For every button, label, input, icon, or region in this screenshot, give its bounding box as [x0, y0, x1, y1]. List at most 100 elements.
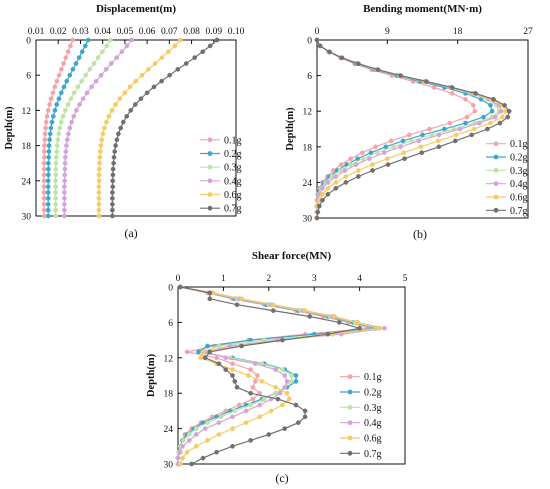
data-point — [338, 168, 343, 173]
data-point — [70, 66, 76, 72]
data-point — [89, 84, 94, 90]
data-point — [41, 213, 47, 219]
y-tick-label: 12 — [164, 354, 174, 364]
data-point — [166, 49, 171, 55]
data-point — [58, 119, 64, 125]
data-point — [388, 138, 394, 144]
data-point — [129, 37, 134, 43]
data-point — [449, 85, 455, 90]
data-point — [146, 66, 151, 72]
series-line-0.2g — [316, 39, 493, 218]
data-point — [53, 160, 59, 166]
data-point — [266, 432, 272, 437]
data-point — [97, 149, 103, 154]
data-point — [401, 150, 407, 156]
data-point — [144, 90, 150, 96]
legend-marker — [207, 164, 213, 170]
data-point — [45, 213, 51, 219]
y-tick-label: 18 — [22, 142, 32, 152]
data-point — [383, 144, 389, 150]
data-point — [214, 355, 219, 361]
data-point — [54, 102, 60, 107]
data-point — [41, 166, 47, 172]
data-point — [71, 113, 77, 119]
y-tick-label: 6 — [26, 72, 31, 82]
data-point — [46, 172, 51, 178]
data-point — [316, 203, 322, 209]
data-point — [193, 432, 199, 437]
data-point — [53, 190, 58, 195]
data-point — [96, 172, 102, 178]
data-point — [273, 367, 278, 372]
data-point — [205, 438, 210, 443]
data-point — [43, 125, 48, 131]
x-tick-label: 0.03 — [72, 27, 89, 37]
data-point — [110, 213, 115, 219]
data-point — [333, 174, 339, 179]
data-point — [398, 73, 403, 78]
data-point — [356, 61, 361, 67]
data-point — [41, 196, 47, 201]
data-point — [481, 114, 486, 120]
data-point — [48, 125, 54, 131]
data-point — [183, 61, 189, 66]
data-point — [98, 72, 104, 78]
data-point — [68, 43, 73, 49]
legend-marker — [207, 137, 213, 143]
data-point — [257, 414, 263, 420]
data-point — [325, 191, 331, 197]
data-point — [45, 201, 51, 207]
data-point — [280, 367, 285, 372]
x-tick-label: 0.05 — [117, 27, 134, 37]
data-point — [54, 149, 60, 154]
data-point — [50, 113, 56, 119]
data-point — [469, 132, 475, 138]
data-point — [419, 150, 425, 156]
data-point — [506, 108, 512, 114]
legend-marker — [493, 141, 499, 147]
data-point — [473, 91, 478, 96]
legend-item-0.6g: 0.6g — [510, 193, 528, 204]
data-point — [370, 168, 375, 173]
data-point — [184, 349, 190, 355]
legend-item-0.4g: 0.4g — [364, 418, 382, 429]
data-point — [261, 396, 267, 402]
data-point — [385, 162, 391, 167]
data-point — [62, 178, 68, 184]
data-point — [111, 154, 117, 160]
data-point — [273, 384, 278, 390]
data-point — [216, 420, 222, 426]
data-point — [53, 196, 58, 201]
legend-marker — [493, 167, 499, 173]
data-point — [47, 131, 53, 137]
data-point — [104, 43, 110, 49]
data-point — [74, 108, 79, 113]
data-point — [96, 178, 102, 184]
data-point — [223, 355, 229, 361]
data-point — [216, 361, 222, 367]
data-point — [360, 156, 366, 162]
data-point — [116, 131, 121, 137]
legend-item-0.2g: 0.2g — [364, 388, 382, 399]
data-point — [138, 96, 144, 102]
y-tick-label: 6 — [168, 319, 173, 329]
series-line-0.6g — [98, 39, 181, 216]
data-point — [50, 90, 56, 96]
data-point — [113, 143, 118, 148]
data-point — [96, 207, 102, 213]
data-point — [53, 172, 59, 178]
data-point — [96, 190, 102, 195]
data-point — [293, 379, 299, 384]
data-point — [47, 137, 52, 143]
legend-marker — [207, 205, 213, 211]
series-line-0.7g — [316, 39, 510, 219]
data-point — [57, 125, 63, 131]
data-point — [424, 79, 429, 84]
data-point — [175, 455, 181, 461]
data-point — [48, 96, 54, 102]
data-point — [357, 325, 362, 331]
data-point — [289, 373, 294, 378]
data-point — [314, 215, 320, 221]
data-point — [442, 126, 447, 132]
data-point — [207, 43, 213, 49]
